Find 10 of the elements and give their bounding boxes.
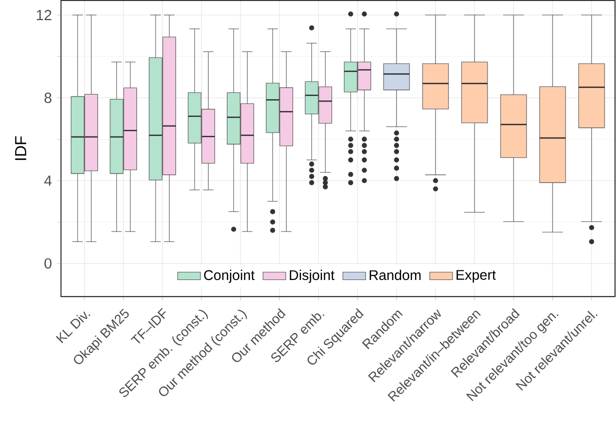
- y-tick-label: 4: [44, 176, 52, 186]
- legend-label: Conjoint: [204, 270, 255, 284]
- y-tick-label: 0: [44, 258, 52, 269]
- x-tick-label: KL Div.: [56, 312, 90, 344]
- y-tick-label: 8: [44, 92, 52, 104]
- legend-label: Expert: [456, 270, 496, 283]
- y-axis-title: IDF: [15, 136, 26, 160]
- legend-label: Random: [370, 270, 421, 280]
- y-tick-label: 12: [36, 10, 52, 20]
- legend-label: Disjoint: [290, 270, 334, 284]
